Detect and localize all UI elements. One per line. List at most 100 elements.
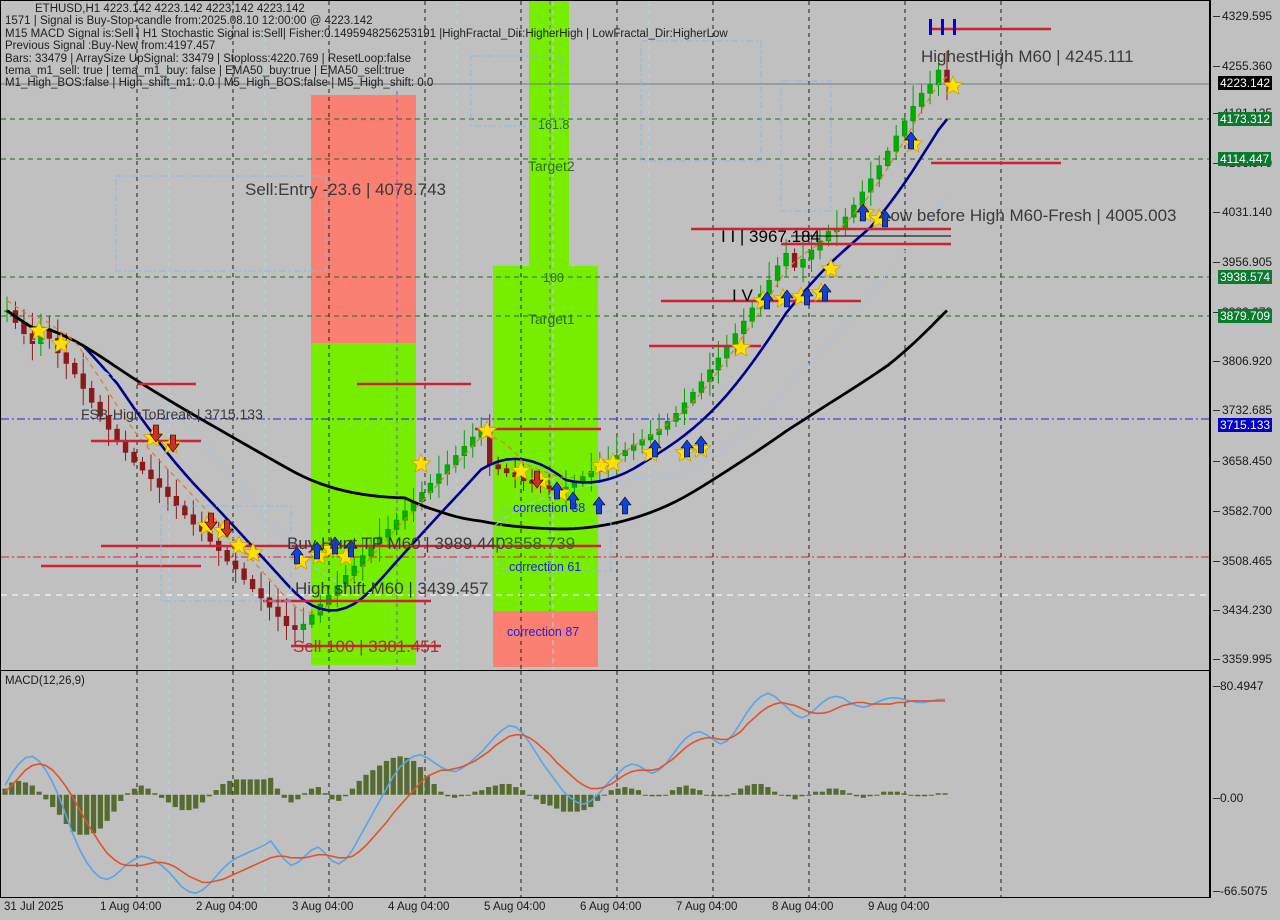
fib-100-label: 100 [543,271,564,285]
header-line-1: 1571 | Signal is Buy-Stop-candle from:20… [5,15,373,28]
correction-61-label: correction 61 [509,560,582,574]
star-icon [942,74,964,95]
price-level-badge[interactable]: 4114.447 [1218,152,1272,166]
price-grid [1,1,1209,673]
time-tick-label: 31 Jul 2025 [4,901,64,913]
price-level-badge[interactable]: 3879.709 [1218,309,1273,323]
price-level-badge[interactable]: 4173.312 [1218,112,1273,126]
price-tick-mark [1213,312,1220,313]
time-tick-label: 8 Aug 04:00 [772,901,834,913]
price-tick-mark [1213,659,1220,660]
price-tick-label: 3582.700 [1222,504,1273,518]
star-icon [50,332,72,353]
buy-arrow-icon [904,131,918,150]
star-icon [602,451,624,472]
price-tick-label: 4255.360 [1222,59,1273,73]
sell-arrow-icon [204,512,218,531]
macd-scale[interactable]: 80.4947 0.00 -66.5075 [1210,670,1280,898]
price-tick-mark [1213,212,1220,213]
buy-arrow-icon [618,496,632,515]
fib-zone-green-top [529,1,569,266]
price-level-badge[interactable]: 3938.574 [1218,270,1273,284]
wave-tick-marker [941,19,944,35]
symbol-ohlc-line: ETHUSD,H1 4223.142 4223.142 4223.142 422… [35,3,305,15]
sell-arrow-icon [530,470,544,489]
macd-tick-label: -66.5075 [1220,884,1268,898]
price-tick-label: 3732.685 [1222,403,1273,417]
star-icon [476,419,498,440]
low-before-high-label: Low before High M60-Fresh | 4005.003 [881,206,1177,225]
buy-arrow-icon [592,496,606,515]
price-level-badge[interactable]: 3715.133 [1218,418,1273,432]
correction-87-label: correction 87 [507,625,580,639]
buy-arrow-icon [856,203,870,222]
buy-arrow-icon [290,546,304,565]
star-icon [510,459,532,480]
buy-arrow-icon [878,209,892,228]
price-chart-pane[interactable]: HighestHigh M60 | 4245.111 161.8 Target2 Se… [0,0,1210,674]
buy-arrow-icon [694,435,708,454]
star-icon [730,336,752,357]
time-tick-label: 4 Aug 04:00 [388,901,450,913]
wave-iv-label: I V [732,286,753,305]
signal-marker-layer [28,19,964,570]
time-tick-label: 6 Aug 04:00 [580,901,642,913]
target1-label: Target1 [528,311,575,327]
macd-tick-label: 80.4947 [1220,679,1264,693]
correction-zone-red [493,611,598,667]
buy-arrow-icon [780,289,794,308]
price-tick-mark [1213,163,1220,164]
buy-arrow-icon [800,287,814,306]
price-tick-mark [1213,610,1220,611]
price-level-badge[interactable]: 4223.142 [1218,76,1273,90]
header-line-3: Previous Signal :Buy-New from:4197.457 [5,40,216,53]
buy-arrow-icon [310,541,324,560]
price-tick-label: 3806.920 [1222,354,1273,368]
star-icon [590,454,612,475]
time-tick-label: 7 Aug 04:00 [676,901,738,913]
buy-hunt-tp-label: Buy Hunt TP M60 | 3989.440 [287,534,506,553]
price-tick-mark [1213,461,1220,462]
price-tick-label: 3658.450 [1222,454,1273,468]
macd-indicator-pane[interactable]: MACD(12,26,9) [0,670,1210,898]
time-tick-label: 9 Aug 04:00 [868,901,930,913]
fsb-high-to-break-label: FSB-HighToBreak | 3715.133 [81,406,263,422]
buy-arrow-icon [328,536,342,555]
wave-tick-marker [929,19,932,35]
sell-arrow-icon [166,434,180,453]
price-tick-mark [1213,262,1220,263]
price-tick-label: 3434.230 [1222,603,1273,617]
correction-38-label: correction 38 [513,501,586,515]
time-scale[interactable]: 31 Jul 2025 1 Aug 04:00 2 Aug 04:00 3 Aug 0… [0,898,1280,920]
buy-arrow-icon [648,439,662,458]
star-icon [410,452,432,473]
price-tick-mark [1213,66,1220,67]
buy-arrow-icon [550,481,564,500]
price-scale[interactable]: 4329.5954255.3604181.1254106.9704031.140… [1210,0,1280,674]
header-line-6: M1_High_BOS:false | High_shift_m1: 0.0 |… [5,77,434,90]
macd-label: MACD(12,26,9) [5,675,85,687]
price-tick-mark [1213,561,1220,562]
chart-info-header: ETHUSD,H1 4223.142 4223.142 4223.142 422… [5,3,728,90]
time-tick-label: 1 Aug 04:00 [100,901,162,913]
header-line-5: tema_m1_sell: true | tema_m1_buy: false … [5,64,405,77]
price-tick-mark [1213,410,1220,411]
price-3558-label: | 3558.739 [495,534,576,553]
star-icon [290,549,312,570]
sell-arrow-icon [149,424,163,443]
fib-zone-green-main [493,266,598,611]
wave-ii-label: I I | 3967.184 [721,227,820,246]
zone-layer [311,1,598,667]
target2-label: Target2 [528,158,575,174]
macd-tick-mark [1213,686,1220,687]
price-tick-label: 3508.465 [1222,554,1273,568]
buy-arrow-icon [760,291,774,310]
macd-tick-label: 0.00 [1220,791,1244,805]
star-icon [242,541,264,562]
header-line-2: M15 MACD Signal is:Sell | H1 Stochastic … [5,27,728,40]
time-tick-label: 2 Aug 04:00 [196,901,258,913]
buy-arrow-icon [680,439,694,458]
sell-100-label: Sell 100 | 3381.451 [293,637,440,656]
price-tick-label: 3359.995 [1222,652,1273,666]
